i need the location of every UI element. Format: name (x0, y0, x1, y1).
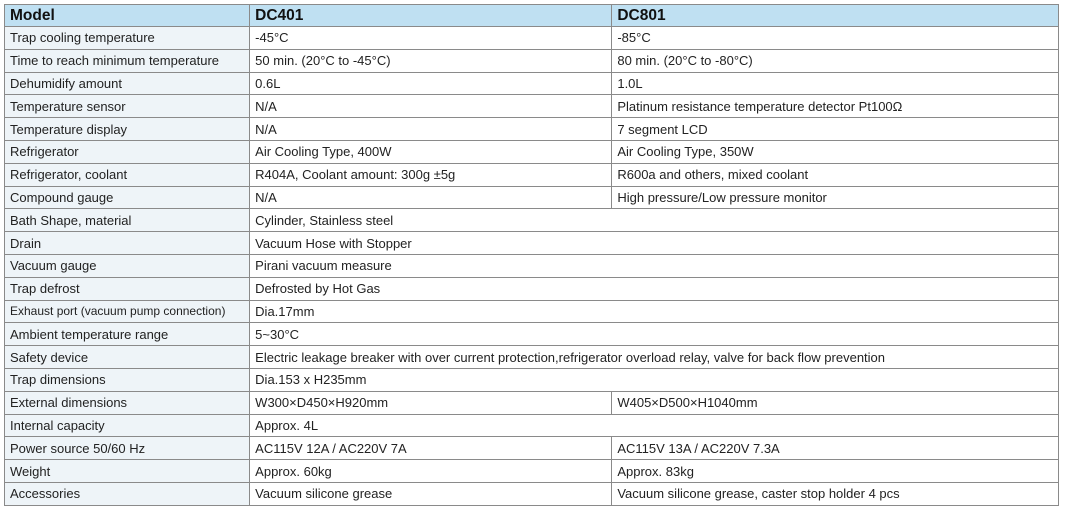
header-model: Model (3, 4, 251, 27)
table-row: Temperature display N/A 7 segment LCD (3, 117, 1059, 141)
row-label: Temperature display (3, 117, 251, 141)
shared-value: Pirani vacuum measure (249, 253, 1059, 278)
table-row: Vacuum gauge Pirani vacuum measure (3, 253, 1059, 278)
shared-value: Approx. 4L (249, 413, 1059, 438)
header-row: Model DC401 DC801 (3, 4, 1059, 27)
table-row: Compound gauge N/A High pressure/Low press… (3, 185, 1059, 210)
table-row: Refrigerator, coolant R404A, Coolant amou… (3, 162, 1059, 187)
header-dc401: DC401 (249, 4, 613, 27)
row-label: Temperature sensor (3, 94, 251, 119)
dc801-value: Approx. 83kg (611, 459, 1059, 483)
dc401-value: AC115V 12A / AC220V 7A (249, 436, 613, 461)
shared-value: Dia.17mm (249, 299, 1059, 324)
row-label: Trap defrost (3, 276, 251, 301)
table-row: Accessories Vacuum silicone grease Vacuum … (3, 481, 1059, 506)
header-dc801: DC801 (611, 4, 1059, 27)
table-row: Trap defrost Defrosted by Hot Gas (3, 276, 1059, 301)
row-label: Accessories (3, 481, 251, 506)
row-label: Vacuum gauge (3, 253, 251, 278)
table-row: External dimensions W300×D450×H920mm W405×… (3, 390, 1059, 415)
dc401-value: R404A, Coolant amount: 300g ±5g (249, 162, 613, 187)
row-label: Weight (3, 459, 251, 483)
row-label: Dehumidify amount (3, 71, 251, 96)
table-row: Dehumidify amount 0.6L 1.0L (3, 71, 1059, 96)
dc401-value: Approx. 60kg (249, 459, 613, 483)
row-label: External dimensions (3, 390, 251, 415)
dc801-value: 1.0L (611, 71, 1059, 96)
dc401-value: 0.6L (249, 71, 613, 96)
row-label: Refrigerator, coolant (3, 162, 251, 187)
dc401-value: N/A (249, 185, 613, 210)
row-label: Internal capacity (3, 413, 251, 438)
table-row: Trap cooling temperature -45°C -85°C (3, 26, 1059, 50)
table-row: Bath Shape, material Cylinder, Stainless … (3, 208, 1059, 233)
row-label: Exhaust port (vacuum pump connection) (3, 299, 251, 324)
dc801-value: 7 segment LCD (611, 117, 1059, 141)
dc401-value: N/A (249, 94, 613, 119)
dc801-value: AC115V 13A / AC220V 7.3A (611, 436, 1059, 461)
dc801-value: Air Cooling Type, 350W (611, 139, 1059, 164)
row-label: Trap cooling temperature (3, 26, 251, 50)
shared-value: 5~30°C (249, 322, 1059, 347)
table-row: Power source 50/60 Hz AC115V 12A / AC220V… (3, 436, 1059, 461)
table-row: Temperature sensor N/A Platinum resistance… (3, 94, 1059, 119)
spec-table: Model DC401 DC801 Trap cooling temperatu… (3, 4, 1059, 506)
table-row: Exhaust port (vacuum pump connection) Dia… (3, 299, 1059, 324)
table-row: Internal capacity Approx. 4L (3, 413, 1059, 438)
shared-value: Defrosted by Hot Gas (249, 276, 1059, 301)
row-label: Compound gauge (3, 185, 251, 210)
row-label: Drain (3, 231, 251, 255)
table-row: Trap dimensions Dia.153 x H235mm (3, 367, 1059, 392)
row-label: Refrigerator (3, 139, 251, 164)
table-row: Time to reach minimum temperature 50 min.… (3, 48, 1059, 73)
row-label: Bath Shape, material (3, 208, 251, 233)
dc401-value: Vacuum silicone grease (249, 481, 613, 506)
dc801-value: -85°C (611, 26, 1059, 50)
dc801-value: R600a and others, mixed coolant (611, 162, 1059, 187)
row-label: Power source 50/60 Hz (3, 436, 251, 461)
shared-value: Vacuum Hose with Stopper (249, 231, 1059, 255)
table-row: Ambient temperature range 5~30°C (3, 322, 1059, 347)
shared-value: Cylinder, Stainless steel (249, 208, 1059, 233)
dc401-value: -45°C (249, 26, 613, 50)
dc801-value: 80 min. (20°C to -80°C) (611, 48, 1059, 73)
row-label: Trap dimensions (3, 367, 251, 392)
table-row: Weight Approx. 60kg Approx. 83kg (3, 459, 1059, 483)
dc801-value: W405×D500×H1040mm (611, 390, 1059, 415)
dc401-value: W300×D450×H920mm (249, 390, 613, 415)
dc801-value: Platinum resistance temperature detector… (611, 94, 1059, 119)
table-row: Safety device Electric leakage breaker wi… (3, 345, 1059, 369)
row-label: Time to reach minimum temperature (3, 48, 251, 73)
row-label: Ambient temperature range (3, 322, 251, 347)
dc801-value: Vacuum silicone grease, caster stop hold… (611, 481, 1059, 506)
dc401-value: Air Cooling Type, 400W (249, 139, 613, 164)
dc401-value: 50 min. (20°C to -45°C) (249, 48, 613, 73)
shared-value: Electric leakage breaker with over curre… (249, 345, 1059, 369)
row-label: Safety device (3, 345, 251, 369)
table-row: Refrigerator Air Cooling Type, 400W Air Co… (3, 139, 1059, 164)
dc401-value: N/A (249, 117, 613, 141)
shared-value: Dia.153 x H235mm (249, 367, 1059, 392)
dc801-value: High pressure/Low pressure monitor (611, 185, 1059, 210)
table-row: Drain Vacuum Hose with Stopper (3, 231, 1059, 255)
